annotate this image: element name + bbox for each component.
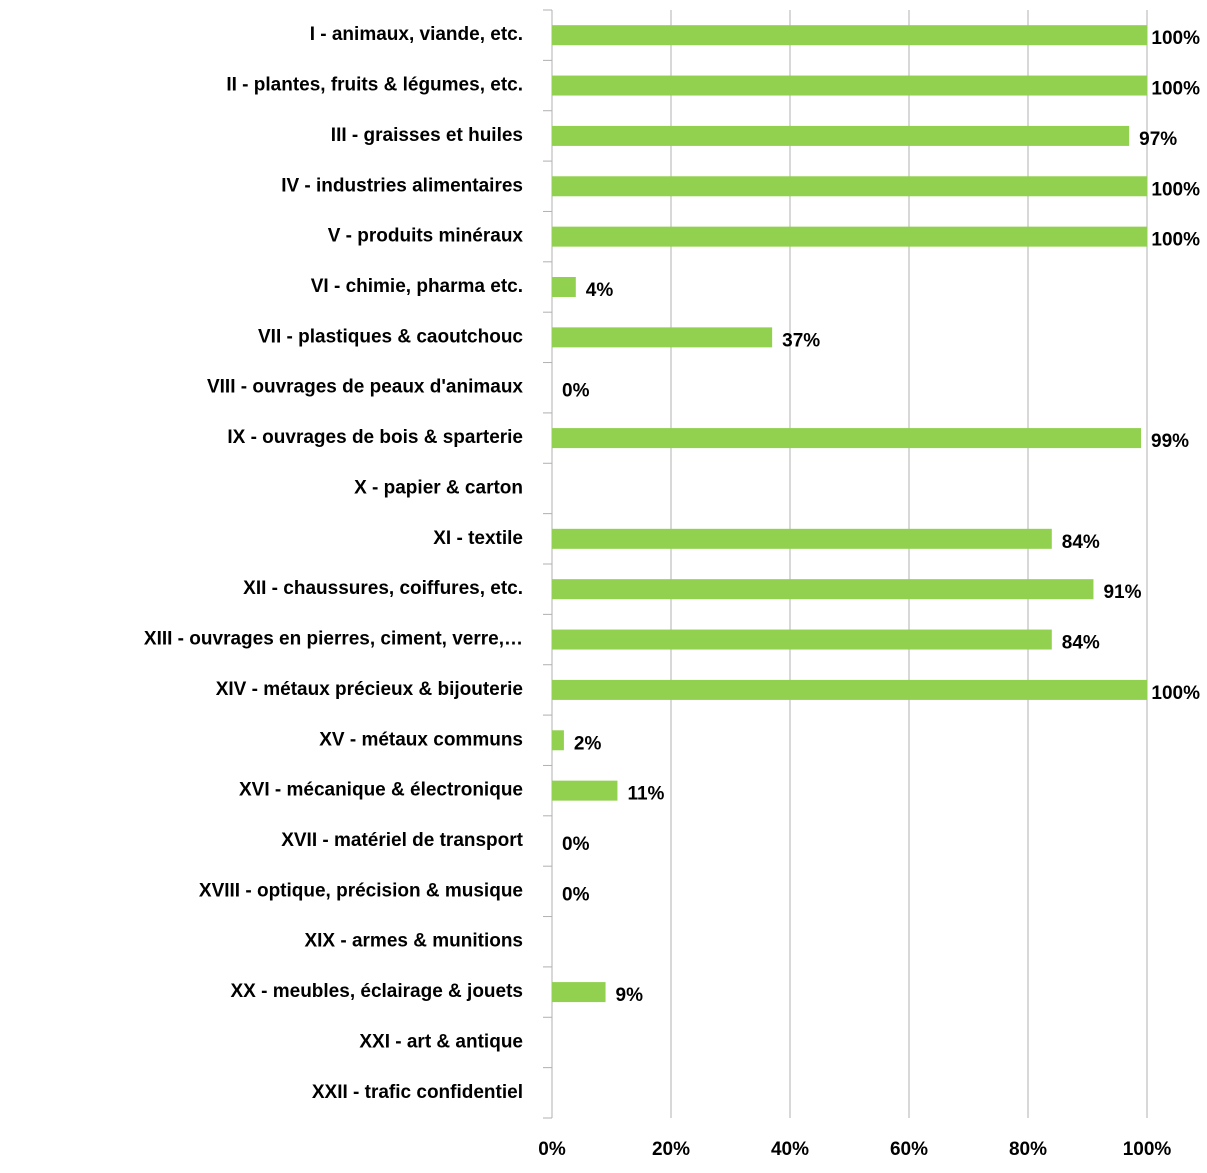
x-tick-label: 20% [652,1139,690,1160]
data-label: 91% [1103,582,1141,603]
data-label: 100% [1151,230,1200,251]
y-tick-label: VIII - ouvrages de peaux d'animaux [207,377,523,398]
bar [552,579,1094,600]
y-tick-label: IX - ouvrages de bois & sparterie [227,427,523,448]
bar [552,730,564,751]
y-tick-label: XV - métaux communs [319,729,523,750]
data-label: 0% [562,884,590,905]
y-tick-label: XXII - trafic confidentiel [312,1082,523,1103]
bar [552,176,1147,197]
data-label: 100% [1151,79,1200,100]
data-label: 100% [1151,683,1200,704]
bar [552,982,606,1003]
x-tick-label: 40% [771,1139,809,1160]
data-label: 2% [574,733,602,754]
y-tick-label: XIV - métaux précieux & bijouterie [216,679,523,700]
data-label: 100% [1151,179,1200,200]
x-tick-label: 80% [1009,1139,1047,1160]
data-label: 37% [782,330,820,351]
data-label: 9% [616,985,644,1006]
y-tick-label: IV - industries alimentaires [281,175,523,196]
bar [552,226,1147,247]
bar [552,428,1142,449]
x-tick-label: 100% [1123,1139,1172,1160]
y-tick-label: XXI - art & antique [359,1031,523,1052]
y-tick-label: I - animaux, viande, etc. [310,24,523,45]
y-tick-label: VII - plastiques & caoutchouc [258,326,523,347]
data-label: 99% [1151,431,1189,452]
data-label: 97% [1139,129,1177,150]
x-tick-label: 60% [890,1139,928,1160]
data-label: 100% [1151,28,1200,49]
y-tick-label: V - produits minéraux [328,226,524,247]
bar [552,75,1147,96]
bar [552,528,1052,549]
data-label: 4% [586,280,614,301]
data-label: 11% [627,784,664,805]
y-tick-label: XVI - mécanique & électronique [239,780,523,801]
bar [552,25,1147,46]
y-tick-label: XII - chaussures, coiffures, etc. [243,578,523,599]
y-tick-label: XI - textile [433,528,523,549]
y-tick-label: XVIII - optique, précision & musique [199,880,523,901]
bar [552,125,1130,146]
y-tick-label: XIX - armes & munitions [304,931,523,952]
y-tick-label: XX - meubles, éclairage & jouets [231,981,524,1002]
bar [552,780,618,801]
y-tick-label: II - plantes, fruits & légumes, etc. [226,75,523,96]
bar [552,277,576,297]
y-tick-label: X - papier & carton [354,477,523,498]
bar [552,679,1147,700]
y-tick-label: XIII - ouvrages en pierres, ciment, verr… [144,629,523,650]
y-tick-label: VI - chimie, pharma etc. [311,276,523,297]
y-tick-label: III - graisses et huiles [331,125,523,146]
data-label: 84% [1062,633,1100,654]
data-label: 84% [1062,532,1100,553]
data-label: 0% [562,381,590,402]
data-label: 0% [562,834,590,855]
bar [552,327,773,348]
y-tick-label: XVII - matériel de transport [281,830,523,851]
bar [552,629,1052,650]
x-tick-label: 0% [538,1139,566,1160]
